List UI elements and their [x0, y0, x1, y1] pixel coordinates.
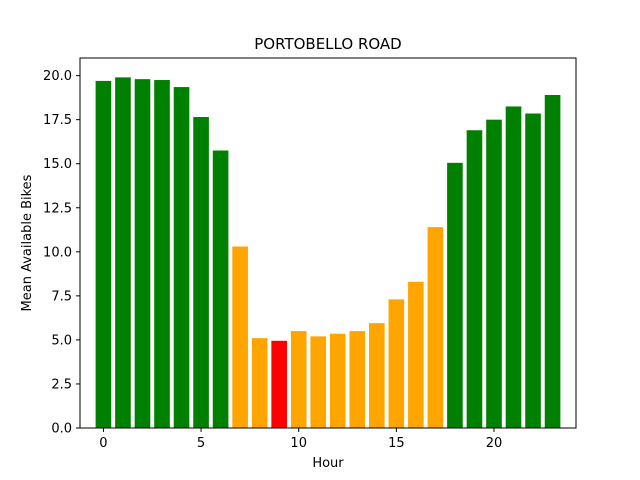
bar-hour-3: [154, 80, 170, 429]
bar-hour-1: [115, 77, 131, 428]
y-axis-label: Mean Available Bikes: [20, 174, 35, 311]
y-tick-label: 2.5: [51, 377, 72, 392]
x-axis-label: Hour: [312, 456, 344, 471]
bar-hour-7: [232, 246, 248, 428]
bar-hour-18: [447, 162, 463, 429]
x-tick-label: 20: [486, 436, 503, 451]
bars-group: [95, 77, 561, 429]
x-tick-label: 10: [290, 436, 307, 451]
y-tick-label: 15.0: [43, 157, 72, 172]
bar-hour-11: [310, 336, 327, 428]
bar-hour-17: [427, 227, 444, 428]
y-tick-label: 20.0: [43, 69, 72, 84]
bar-hour-21: [505, 106, 522, 428]
y-axis-ticks: 0.0 2.5 5.0 7.5 10.0 12.5 15.0 17.5 20.0: [43, 69, 80, 437]
bar-hour-8: [251, 338, 268, 428]
x-axis-ticks: 0 5 10 15 20: [99, 428, 502, 451]
bar-hour-5: [193, 117, 209, 429]
bar-hour-0: [95, 80, 112, 429]
bar-hour-6: [212, 150, 229, 428]
bar-hour-9: [271, 340, 287, 428]
y-tick-label: 7.5: [51, 289, 72, 304]
y-tick-label: 10.0: [43, 245, 72, 260]
chart-title: PORTOBELLO ROAD: [254, 35, 401, 53]
bar-hour-23: [544, 95, 561, 428]
bar-hour-16: [408, 281, 424, 428]
x-tick-label: 5: [197, 436, 205, 451]
y-tick-label: 0.0: [51, 422, 72, 437]
bar-hour-22: [525, 113, 541, 428]
y-tick-label: 5.0: [51, 333, 72, 348]
y-tick-label: 12.5: [43, 201, 72, 216]
bar-hour-19: [466, 130, 483, 428]
x-tick-label: 15: [388, 436, 405, 451]
bar-hour-14: [369, 323, 385, 428]
plot-frame: [79, 57, 577, 429]
y-tick-label: 17.5: [43, 113, 72, 128]
bar-hour-4: [173, 87, 190, 429]
bar-hour-13: [349, 331, 366, 428]
x-tick-label: 0: [99, 436, 107, 451]
bar-hour-20: [486, 119, 502, 429]
bar-hour-10: [290, 331, 307, 428]
bar-hour-15: [388, 299, 405, 428]
bar-hour-12: [329, 333, 346, 428]
bar-hour-2: [134, 79, 151, 429]
